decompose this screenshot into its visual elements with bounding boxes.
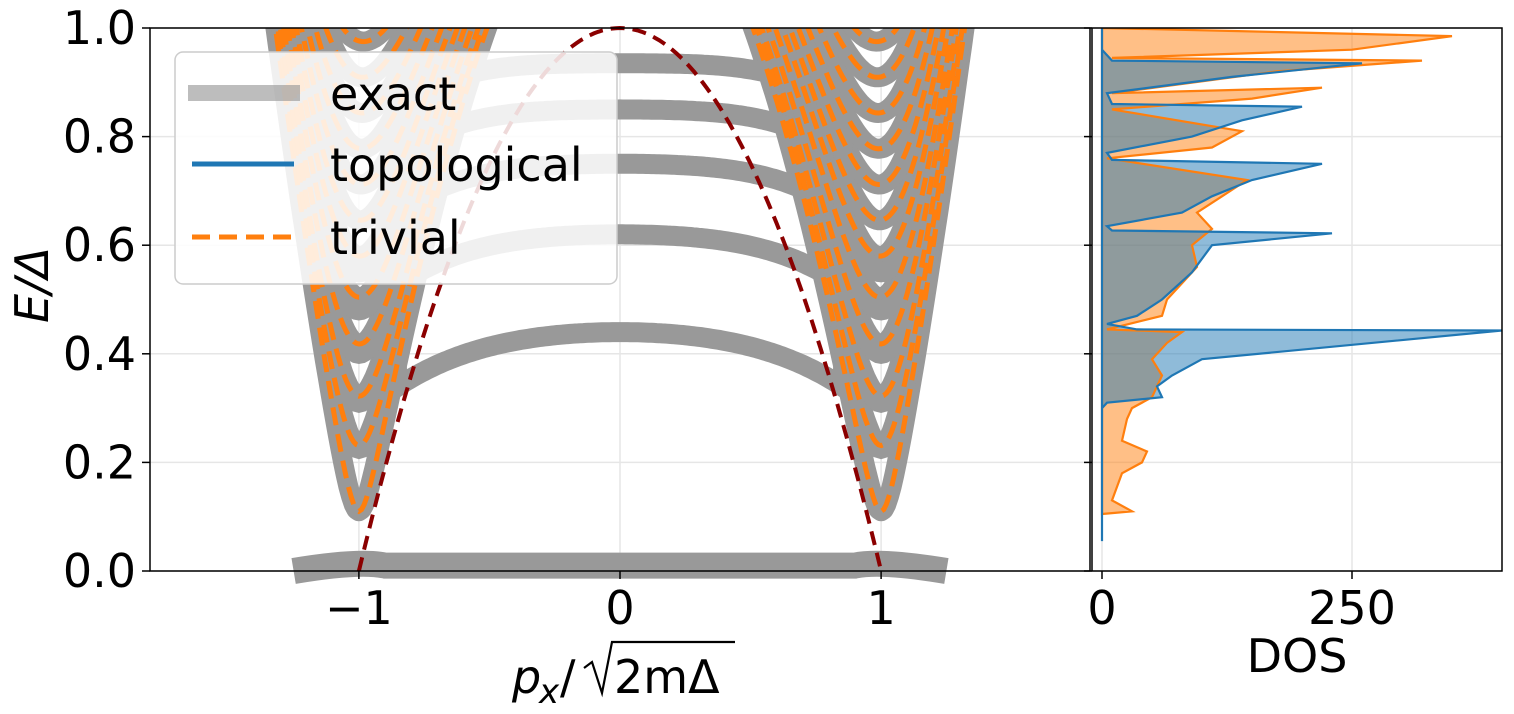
dos-x-axis-label: DOS bbox=[1247, 629, 1348, 683]
x-label-slash: / bbox=[560, 650, 576, 704]
legend-label-exact: exact bbox=[330, 67, 456, 121]
x-label-subscript: x bbox=[538, 672, 560, 712]
x-tick-label: 1 bbox=[866, 581, 895, 635]
band-ticks: 0.0 0.2 0.4 0.6 0.8 1.0 −1 0 1 bbox=[63, 1, 896, 635]
x-tick-label: −1 bbox=[325, 581, 393, 635]
sqrt-sign bbox=[583, 640, 735, 698]
y-tick-label: 0.0 bbox=[63, 544, 136, 598]
legend-label-topological: topological bbox=[330, 138, 583, 192]
dos-series bbox=[1100, 28, 1502, 542]
dos-ticks: 0 250 bbox=[1084, 27, 1396, 635]
band-structure-panel: 0.0 0.2 0.4 0.6 0.8 1.0 −1 0 1 E/Δ p x / 2mΔ exa… bbox=[5, 1, 1091, 712]
y-tick-label: 1.0 bbox=[63, 1, 136, 55]
dos-fill-topological bbox=[1102, 28, 1502, 542]
dos-x-tick-label: 0 bbox=[1087, 581, 1116, 635]
legend-label-trivial: trivial bbox=[330, 211, 461, 265]
y-tick-label: 0.6 bbox=[63, 218, 136, 272]
trivial-band bbox=[272, 28, 968, 515]
dos-x-tick-label: 250 bbox=[1308, 581, 1396, 635]
legend: exact topological trivial bbox=[174, 51, 618, 285]
zero-mode-band bbox=[291, 550, 949, 584]
dos-line-topological bbox=[1100, 28, 1502, 542]
dos-plot-frame bbox=[1091, 27, 1503, 572]
y-tick-label: 0.4 bbox=[63, 327, 136, 381]
x-label-momentum: p bbox=[511, 650, 541, 704]
legend-box bbox=[174, 51, 618, 285]
y-tick-label: 0.8 bbox=[63, 110, 136, 164]
x-axis-label: p x / 2mΔ bbox=[511, 640, 735, 712]
x-label-sqrt-argument: 2mΔ bbox=[614, 650, 720, 704]
dos-panel: 0 250 DOS bbox=[1084, 27, 1503, 683]
y-axis-label: E/Δ bbox=[5, 247, 59, 323]
y-tick-label: 0.2 bbox=[63, 435, 136, 489]
x-tick-label: 0 bbox=[605, 581, 634, 635]
